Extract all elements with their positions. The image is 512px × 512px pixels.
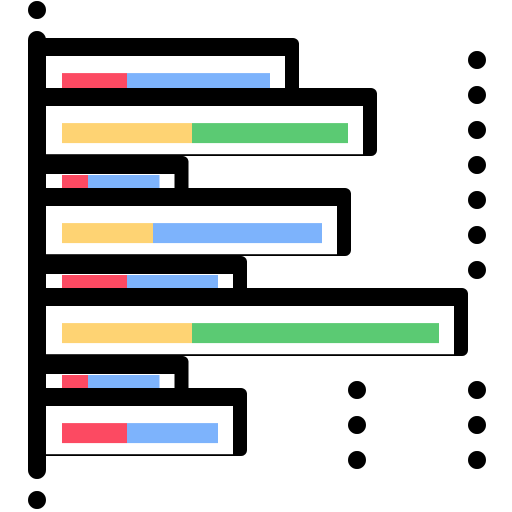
- bar-segment-blue: [88, 175, 160, 192]
- bar-segment-green: [192, 323, 439, 344]
- bar-segment-green: [192, 123, 348, 144]
- decorative-dot: [468, 191, 486, 209]
- bar-3: [28, 156, 189, 194]
- decorative-dot: [468, 86, 486, 104]
- decorative-dot: [468, 261, 486, 279]
- decorative-dot: [468, 416, 486, 434]
- decorative-dot: [468, 51, 486, 69]
- decorative-dot: [348, 381, 366, 399]
- decorative-dot: [348, 416, 366, 434]
- bar-segment-blue: [153, 223, 322, 244]
- bar-5: [28, 256, 247, 294]
- decorative-dots-group: [348, 51, 486, 469]
- decorative-dot: [468, 381, 486, 399]
- bars-group: [28, 38, 468, 456]
- bar-segment-red: [62, 275, 127, 292]
- bar-7: [28, 356, 189, 394]
- bar-6: [28, 288, 468, 356]
- bar-segment-yellow: [62, 123, 192, 144]
- decorative-dot: [348, 451, 366, 469]
- axis-top-dot: [28, 1, 46, 19]
- decorative-dot: [468, 226, 486, 244]
- bar-4: [28, 188, 351, 256]
- bar-segment-red: [62, 375, 88, 392]
- decorative-dot: [468, 156, 486, 174]
- bar-segment-blue: [127, 423, 218, 444]
- bar-segment-blue: [88, 375, 160, 392]
- decorative-dot: [468, 121, 486, 139]
- bar-segment-yellow: [62, 223, 153, 244]
- bar-segment-red: [62, 423, 127, 444]
- bar-segment-red: [62, 175, 88, 192]
- bar-2: [28, 88, 377, 156]
- decorative-dot: [468, 451, 486, 469]
- bar-segment-blue: [127, 275, 218, 292]
- bar-8: [28, 388, 247, 456]
- axis-bottom-dot: [28, 491, 46, 509]
- bar-segment-yellow: [62, 323, 192, 344]
